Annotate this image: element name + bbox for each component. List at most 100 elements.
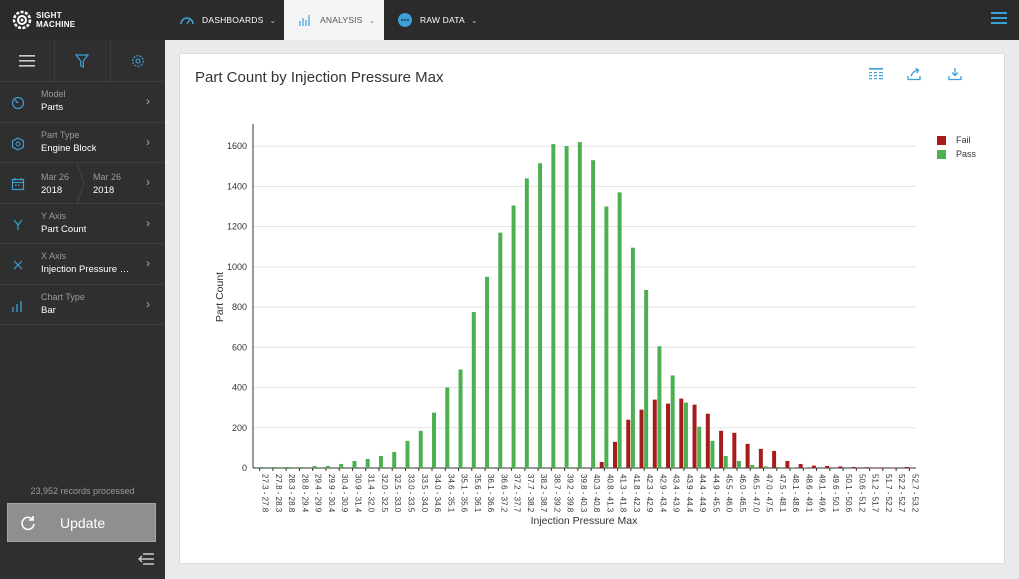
bar-pass bbox=[511, 205, 516, 468]
y-tick-label: 800 bbox=[232, 302, 247, 312]
sidebar-item-value: Engine Block bbox=[41, 142, 97, 154]
sidebar-item-date-range[interactable]: Mar 26 2018 Mar 26 2018 › bbox=[0, 163, 165, 204]
sidebar-item-value: Part Count bbox=[41, 223, 87, 235]
bar-pass bbox=[378, 455, 383, 468]
hamburger-menu-icon[interactable] bbox=[991, 12, 1007, 26]
sidebar-item-part-type[interactable]: Part Type Engine Block › bbox=[0, 123, 165, 163]
update-button[interactable]: Update bbox=[7, 503, 156, 542]
table-view-icon[interactable] bbox=[868, 67, 884, 81]
x-tick-label: 40.3 - 40.8 bbox=[592, 474, 601, 513]
bar-fail bbox=[785, 460, 790, 468]
x-axis-title: Injection Pressure Max bbox=[531, 515, 639, 527]
bar-fail bbox=[798, 463, 803, 468]
x-tick-label: 42.9 - 43.4 bbox=[658, 474, 667, 513]
x-tick-label: 39.2 - 39.8 bbox=[566, 474, 575, 513]
gauge-icon bbox=[10, 95, 26, 111]
x-axis-icon bbox=[10, 257, 26, 273]
bar-pass bbox=[405, 440, 410, 468]
list-icon bbox=[19, 54, 36, 67]
sidebar-item-model[interactable]: Model Parts › bbox=[0, 82, 165, 123]
x-tick-label: 52.7 - 53.2 bbox=[910, 474, 919, 513]
bar-pass bbox=[736, 460, 741, 468]
sidebar-item-chart-type[interactable]: Chart Type Bar › bbox=[0, 285, 165, 325]
bar-fail bbox=[666, 403, 671, 468]
bar-pass bbox=[670, 375, 675, 468]
chart-card: Part Count by Injection Pressure Max 0 20… bbox=[179, 53, 1005, 564]
bar-pass bbox=[710, 440, 715, 468]
list-menu-button[interactable] bbox=[0, 40, 56, 81]
start-date-year: 2018 bbox=[41, 185, 63, 196]
x-tick-label: 36.6 - 37.2 bbox=[499, 474, 508, 513]
share-icon[interactable] bbox=[906, 67, 922, 81]
download-icon[interactable] bbox=[947, 67, 963, 81]
bar-pass bbox=[445, 387, 450, 468]
x-tick-label: 38.7 - 39.2 bbox=[552, 474, 561, 513]
x-tick-label: 51.7 - 52.2 bbox=[884, 474, 893, 513]
logo-text: SIGHT MACHINE bbox=[36, 11, 76, 29]
bar-fail bbox=[613, 441, 617, 468]
chevron-right-icon: › bbox=[146, 215, 150, 230]
x-tick-label: 31.4 - 32.0 bbox=[367, 474, 376, 513]
bar-pass bbox=[352, 460, 357, 468]
x-tick-label: 43.4 - 43.9 bbox=[672, 474, 681, 513]
bar-chart-icon bbox=[10, 298, 26, 314]
x-tick-label: 34.6 - 35.1 bbox=[446, 474, 455, 513]
x-tick-label: 41.8 - 42.3 bbox=[632, 474, 641, 513]
x-tick-label: 27.8 - 28.3 bbox=[274, 474, 283, 513]
x-tick-label: 30.4 - 30.9 bbox=[340, 474, 349, 513]
bar-pass bbox=[325, 465, 330, 468]
y-tick-label: 1600 bbox=[227, 141, 247, 151]
bar-chart-icon bbox=[298, 13, 312, 27]
x-tick-label: 47.0 - 47.5 bbox=[765, 474, 774, 513]
sidebar-toolbar bbox=[0, 40, 165, 82]
x-tick-label: 52.2 - 52.7 bbox=[897, 474, 906, 513]
legend-swatch-pass bbox=[937, 149, 946, 159]
collapse-sidebar-icon[interactable] bbox=[138, 552, 154, 566]
bar-pass bbox=[723, 455, 728, 468]
bar-fail bbox=[838, 466, 843, 468]
x-tick-label: 48.6 - 49.1 bbox=[804, 474, 813, 513]
gear-icon bbox=[131, 54, 144, 67]
x-tick-label: 45.5 - 46.0 bbox=[725, 474, 734, 513]
y-tick-label: 600 bbox=[232, 342, 247, 352]
speedometer-icon bbox=[180, 13, 194, 27]
x-tick-label: 37.2 - 37.7 bbox=[513, 474, 522, 513]
bar-pass bbox=[577, 142, 582, 468]
legend-item-fail[interactable]: Fail bbox=[937, 133, 976, 147]
x-tick-label: 50.6 - 51.2 bbox=[857, 474, 866, 513]
sight-machine-logo[interactable]: SIGHT MACHINE bbox=[12, 8, 76, 32]
x-tick-label: 48.1 - 48.6 bbox=[791, 474, 800, 513]
nav-tab-raw-data[interactable]: RAW DATA ⌄ bbox=[398, 0, 478, 40]
legend-item-pass[interactable]: Pass bbox=[937, 147, 976, 161]
bar-fail bbox=[679, 398, 684, 468]
x-tick-label: 28.3 - 28.8 bbox=[287, 474, 296, 513]
chart-legend: Fail Pass bbox=[937, 133, 976, 161]
settings-button[interactable] bbox=[111, 40, 165, 81]
x-tick-label: 39.8 - 40.3 bbox=[579, 474, 588, 513]
nav-tab-raw-data-label: RAW DATA bbox=[420, 15, 465, 25]
chevron-down-icon: ⌄ bbox=[470, 15, 478, 25]
bar-fail bbox=[732, 432, 737, 468]
chevron-right-icon: › bbox=[146, 134, 150, 149]
sidebar-item-x-axis[interactable]: X Axis Injection Pressure Max › bbox=[0, 244, 165, 285]
x-tick-label: 32.0 - 32.5 bbox=[380, 474, 389, 513]
bar-fail bbox=[652, 399, 657, 468]
end-date-year: 2018 bbox=[93, 185, 115, 196]
x-tick-label: 29.9 - 30.4 bbox=[327, 474, 336, 513]
bar-fail bbox=[692, 404, 697, 468]
x-tick-label: 44.4 - 44.9 bbox=[698, 474, 707, 513]
bar-pass bbox=[286, 466, 291, 468]
chevron-right-icon: › bbox=[146, 94, 150, 108]
chevron-right-icon: › bbox=[146, 256, 150, 270]
nav-tab-analysis[interactable]: ANALYSIS ⌄ bbox=[284, 0, 384, 40]
filter-button[interactable] bbox=[55, 40, 111, 81]
top-navigation-bar: SIGHT MACHINE DASHBOARDS ⌄ ANALYSIS ⌄ RA… bbox=[0, 0, 1019, 40]
sidebar-item-label: Model bbox=[41, 89, 66, 99]
bar-pass bbox=[259, 466, 264, 468]
sidebar-item-y-axis[interactable]: Y Axis Part Count › bbox=[0, 204, 165, 244]
x-tick-label: 36.1 - 36.6 bbox=[486, 474, 495, 513]
x-tick-label: 42.3 - 42.9 bbox=[645, 474, 654, 513]
nav-tab-dashboards[interactable]: DASHBOARDS ⌄ bbox=[180, 0, 276, 40]
x-tick-label: 46.0 - 46.5 bbox=[738, 474, 747, 513]
bar-pass bbox=[604, 206, 609, 468]
